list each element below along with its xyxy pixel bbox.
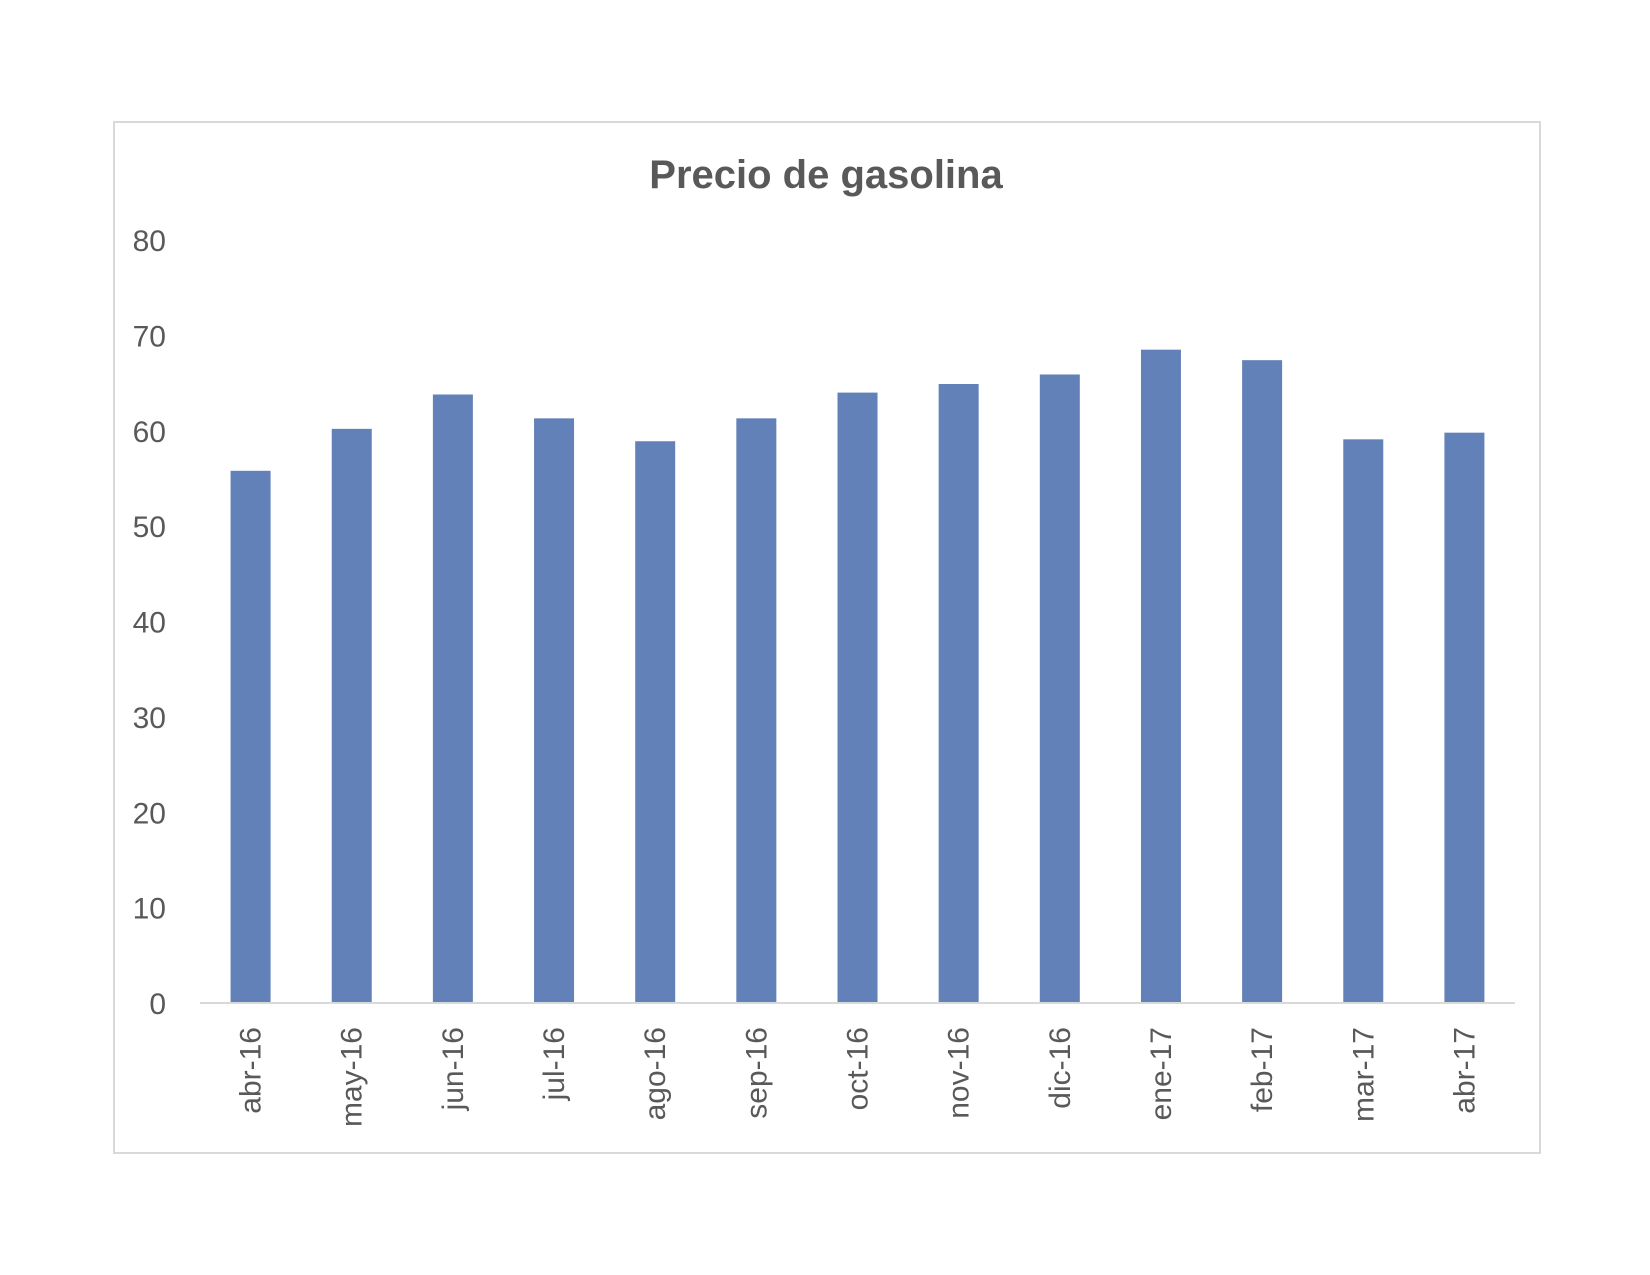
bar-abr-17 — [1444, 432, 1485, 1004]
y-tick-label: 30 — [133, 702, 166, 735]
x-tick-label: jul-16 — [538, 1027, 571, 1101]
x-tick-label: ene-17 — [1145, 1027, 1178, 1120]
bars — [230, 349, 1485, 1004]
x-tick-label: nov-16 — [943, 1027, 976, 1119]
bar-may-16 — [331, 428, 372, 1003]
chart-title: Precio de gasolina — [649, 153, 1003, 197]
x-tick-label: jun-16 — [437, 1027, 470, 1111]
y-tick-label: 80 — [133, 225, 166, 258]
bar-jul-16 — [534, 418, 575, 1003]
x-tick-label: abr-17 — [1448, 1027, 1481, 1114]
bar-feb-17 — [1242, 360, 1283, 1003]
x-tick-label: may-16 — [336, 1027, 369, 1127]
x-tick-label: abr-16 — [235, 1027, 268, 1114]
y-tick-label: 50 — [133, 511, 166, 544]
bar-oct-16 — [837, 392, 878, 1004]
y-tick-label: 0 — [149, 988, 166, 1021]
x-axis-labels: abr-16 may-16 jun-16 jul-16 ago-16 sep-16 oct-… — [235, 1027, 1482, 1127]
bar-ene-17 — [1140, 349, 1181, 1003]
bar-ago-16 — [635, 441, 676, 1004]
bar-nov-16 — [938, 384, 979, 1003]
y-tick-label: 10 — [133, 893, 166, 926]
x-tick-label: mar-17 — [1347, 1027, 1380, 1122]
bar-mar-17 — [1343, 439, 1384, 1003]
bar-sep-16 — [736, 418, 777, 1003]
x-tick-label: feb-17 — [1246, 1027, 1279, 1112]
y-tick-label: 20 — [133, 797, 166, 830]
x-tick-label: ago-16 — [639, 1027, 672, 1120]
bar-jun-16 — [432, 394, 473, 1003]
y-tick-label: 40 — [133, 607, 166, 640]
bar-abr-16 — [230, 470, 271, 1003]
x-tick-label: oct-16 — [842, 1027, 875, 1110]
y-tick-label: 70 — [133, 320, 166, 353]
bar-dic-16 — [1039, 374, 1080, 1003]
x-tick-label: sep-16 — [740, 1027, 773, 1119]
y-axis-ticks: 0 10 20 30 40 50 60 70 80 — [133, 225, 166, 1021]
x-tick-label: dic-16 — [1044, 1027, 1077, 1109]
y-tick-label: 60 — [133, 416, 166, 449]
